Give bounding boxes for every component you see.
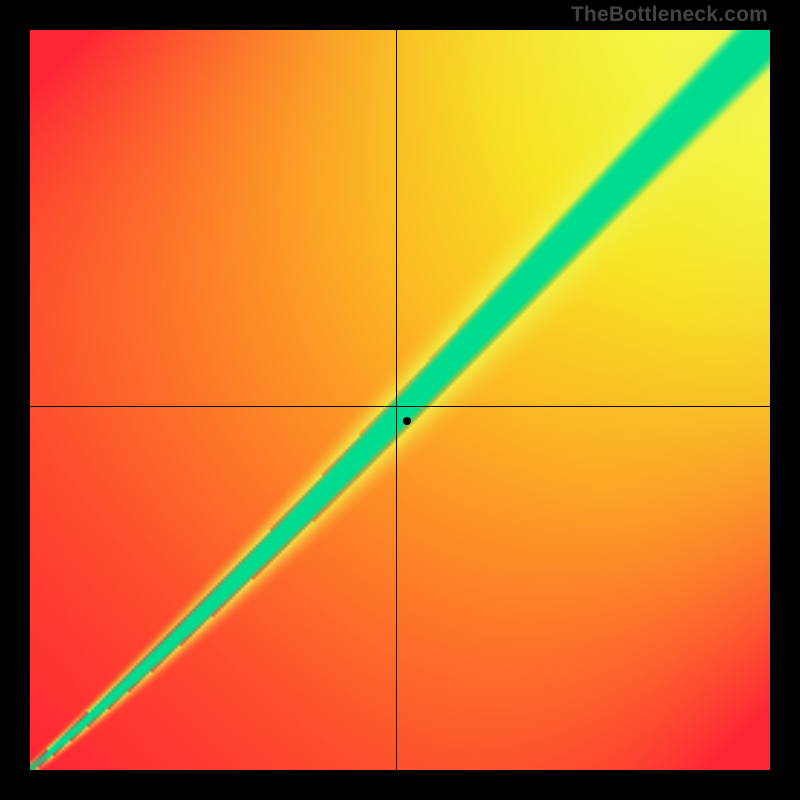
crosshair-horizontal [30, 406, 770, 407]
attribution-text: TheBottleneck.com [571, 3, 768, 27]
crosshair-vertical [396, 30, 397, 770]
chart-root: TheBottleneck.com [0, 0, 800, 800]
marker-point [403, 417, 411, 425]
heatmap-canvas [30, 30, 770, 770]
heatmap-plot [30, 30, 770, 770]
